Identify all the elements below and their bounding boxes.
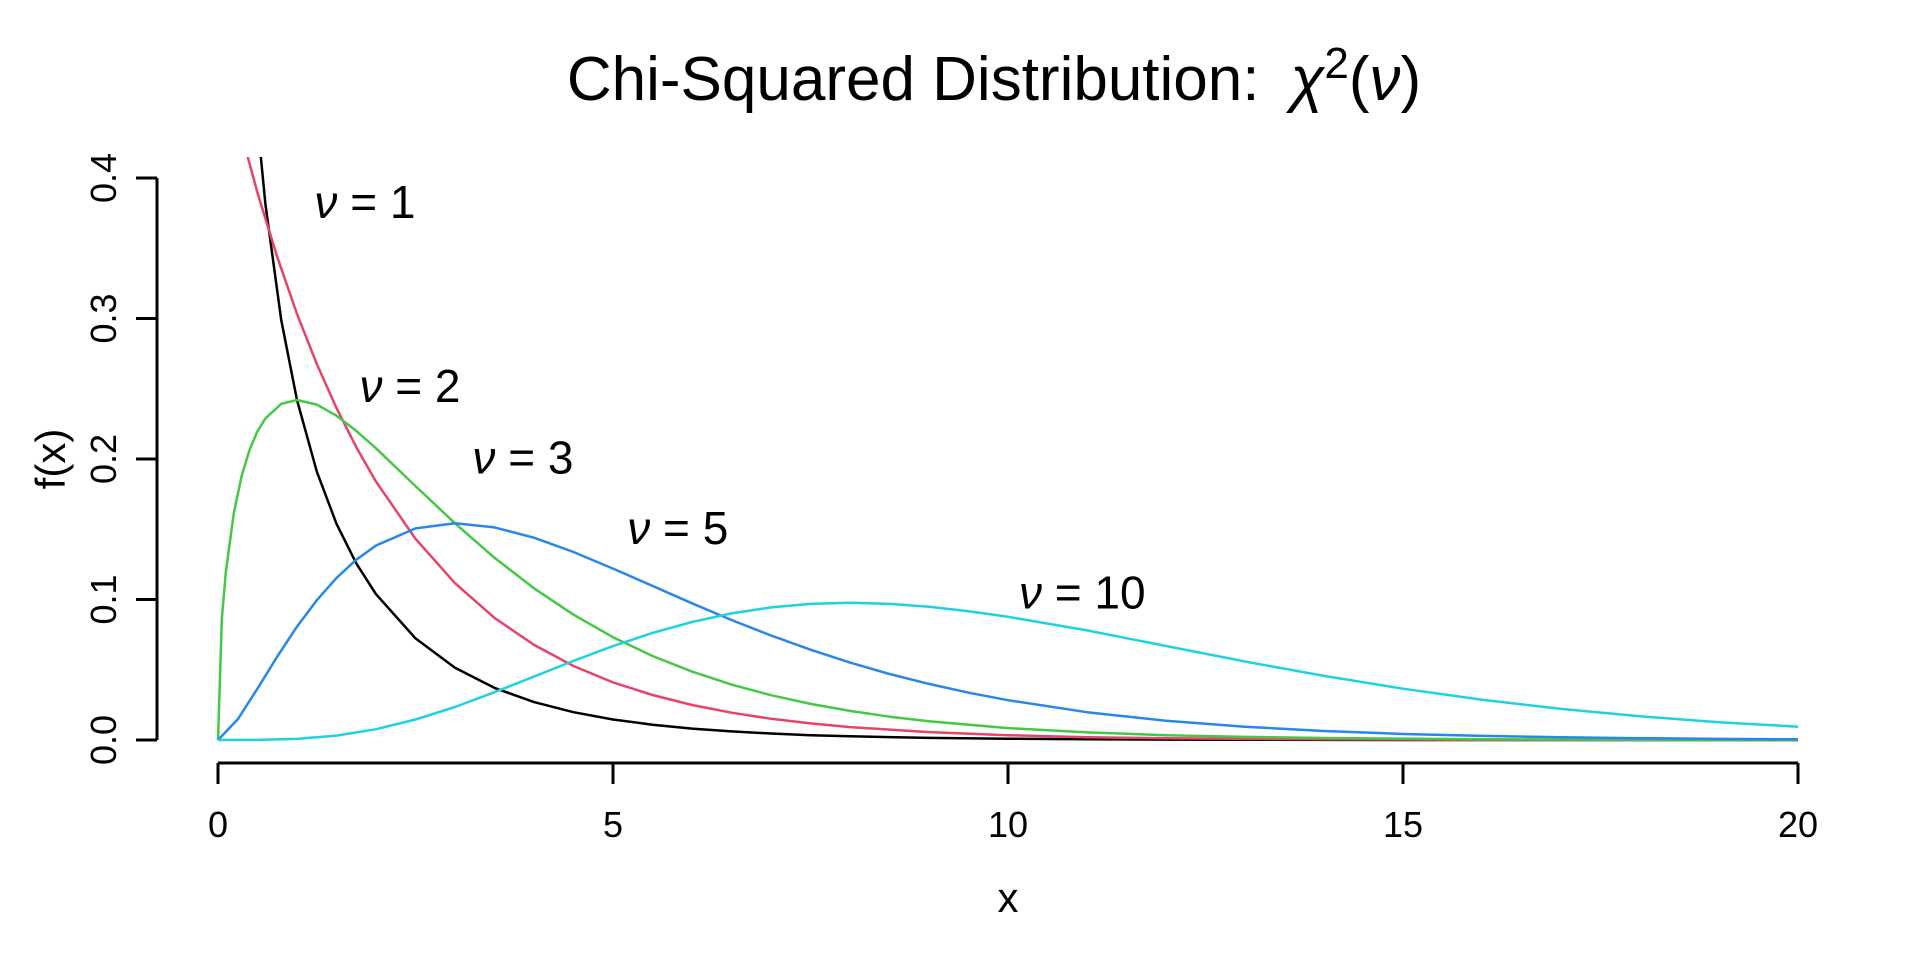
x-tick-label-5: 5 bbox=[603, 804, 623, 845]
x-axis-label: x bbox=[998, 874, 1019, 921]
x-axis: 0 5 10 15 20 bbox=[208, 761, 1818, 845]
curves bbox=[216, 157, 1799, 742]
curve-label-df-3: ν = 3 bbox=[472, 432, 573, 484]
chart-title: Chi-Squared Distribution: χ2(ν) bbox=[567, 39, 1421, 114]
curve-df-2 bbox=[246, 157, 1799, 742]
chart-title-text: Chi-Squared Distribution: χ2(ν) bbox=[567, 39, 1421, 114]
x-tick-label-10: 10 bbox=[988, 804, 1028, 845]
y-axis-label: f(x) bbox=[27, 429, 74, 490]
curve-annotations: ν = 1 ν = 2ν = 3 ν = 5 ν = 10 bbox=[314, 176, 1145, 619]
x-tick-label-15: 15 bbox=[1383, 804, 1423, 845]
curve-label-df-2: ν = 2 bbox=[359, 360, 460, 412]
y-tick-label-0.3: 0.3 bbox=[83, 293, 124, 343]
y-tick-label-0.4: 0.4 bbox=[83, 153, 124, 203]
y-tick-label-0.1: 0.1 bbox=[83, 574, 124, 624]
x-tick-label-20: 20 bbox=[1778, 804, 1818, 845]
curve-label-df-5: ν = 5 bbox=[627, 502, 728, 554]
y-tick-label-0.2: 0.2 bbox=[83, 434, 124, 484]
curve-label-df-10: ν = 10 bbox=[1019, 566, 1146, 618]
curve-df-10 bbox=[217, 601, 1799, 742]
y-axis: 0.0 0.1 0.2 0.3 0.4 bbox=[83, 153, 159, 765]
y-tick-label-0.0: 0.0 bbox=[83, 715, 124, 765]
curve-df-3 bbox=[216, 398, 1799, 742]
x-tick-label-0: 0 bbox=[208, 804, 228, 845]
curve-df-1 bbox=[259, 157, 1798, 742]
curve-df-5 bbox=[217, 522, 1799, 741]
curve-label-df-1: ν = 1 bbox=[314, 176, 415, 228]
